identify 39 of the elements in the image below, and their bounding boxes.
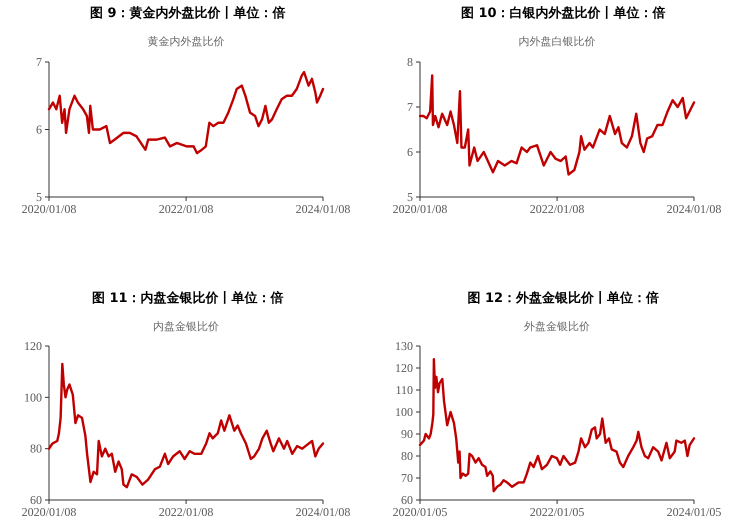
x-tick-label: 2022/01/08: [530, 202, 584, 216]
y-tick-label: 70: [401, 471, 413, 485]
x-tick-label: 2024/01/08: [296, 202, 350, 216]
chart-title: 图 9：黄金内外盘比价丨单位：倍: [90, 5, 286, 21]
y-tick-label: 110: [395, 383, 413, 397]
y-tick-label: 6: [407, 145, 413, 159]
y-tick-label: 60: [30, 493, 42, 507]
x-tick-label: 2020/01/05: [392, 505, 448, 519]
x-tick-label: 2024/01/05: [666, 505, 722, 519]
y-tick-label: 100: [395, 405, 413, 419]
y-tick-label: 7: [407, 100, 413, 114]
x-tick-label: 2020/01/08: [392, 202, 448, 216]
chart-subtitle: 内外盘白银比价: [518, 35, 596, 48]
y-tick-label: 80: [30, 442, 42, 456]
y-tick-label: 6: [36, 122, 42, 136]
x-tick-label: 2022/01/08: [158, 202, 214, 216]
y-tick-label: 5: [407, 190, 413, 204]
x-tick-label: 2022/01/08: [158, 505, 214, 519]
chart-title: 图 11：内盘金银比价丨单位：倍: [92, 290, 284, 306]
chart-subtitle: 黄金内外盘比价: [148, 35, 224, 48]
x-tick-label: 2024/01/08: [666, 202, 722, 216]
chart-title: 图 10：白银内外盘比价丨单位：倍: [460, 5, 666, 21]
chart-title: 图 12：外盘金银比价丨单位：倍: [467, 290, 660, 306]
x-tick-label: 2022/01/05: [530, 505, 584, 519]
y-tick-label: 80: [401, 449, 413, 463]
y-tick-label: 7: [36, 55, 42, 69]
chart-subtitle: 内盘金银比价: [153, 320, 219, 333]
x-tick-label: 2020/01/08: [22, 505, 76, 519]
y-tick-label: 5: [36, 190, 42, 204]
y-tick-label: 130: [395, 339, 413, 353]
y-tick-label: 90: [401, 427, 413, 441]
x-tick-label: 2024/01/08: [296, 505, 350, 519]
y-tick-label: 8: [407, 55, 413, 69]
x-tick-label: 2020/01/08: [22, 202, 76, 216]
chart-subtitle: 外盘金银比价: [524, 320, 590, 333]
y-tick-label: 60: [401, 493, 413, 507]
y-tick-label: 100: [24, 390, 42, 404]
y-tick-label: 120: [395, 361, 413, 375]
y-tick-label: 120: [24, 339, 42, 353]
